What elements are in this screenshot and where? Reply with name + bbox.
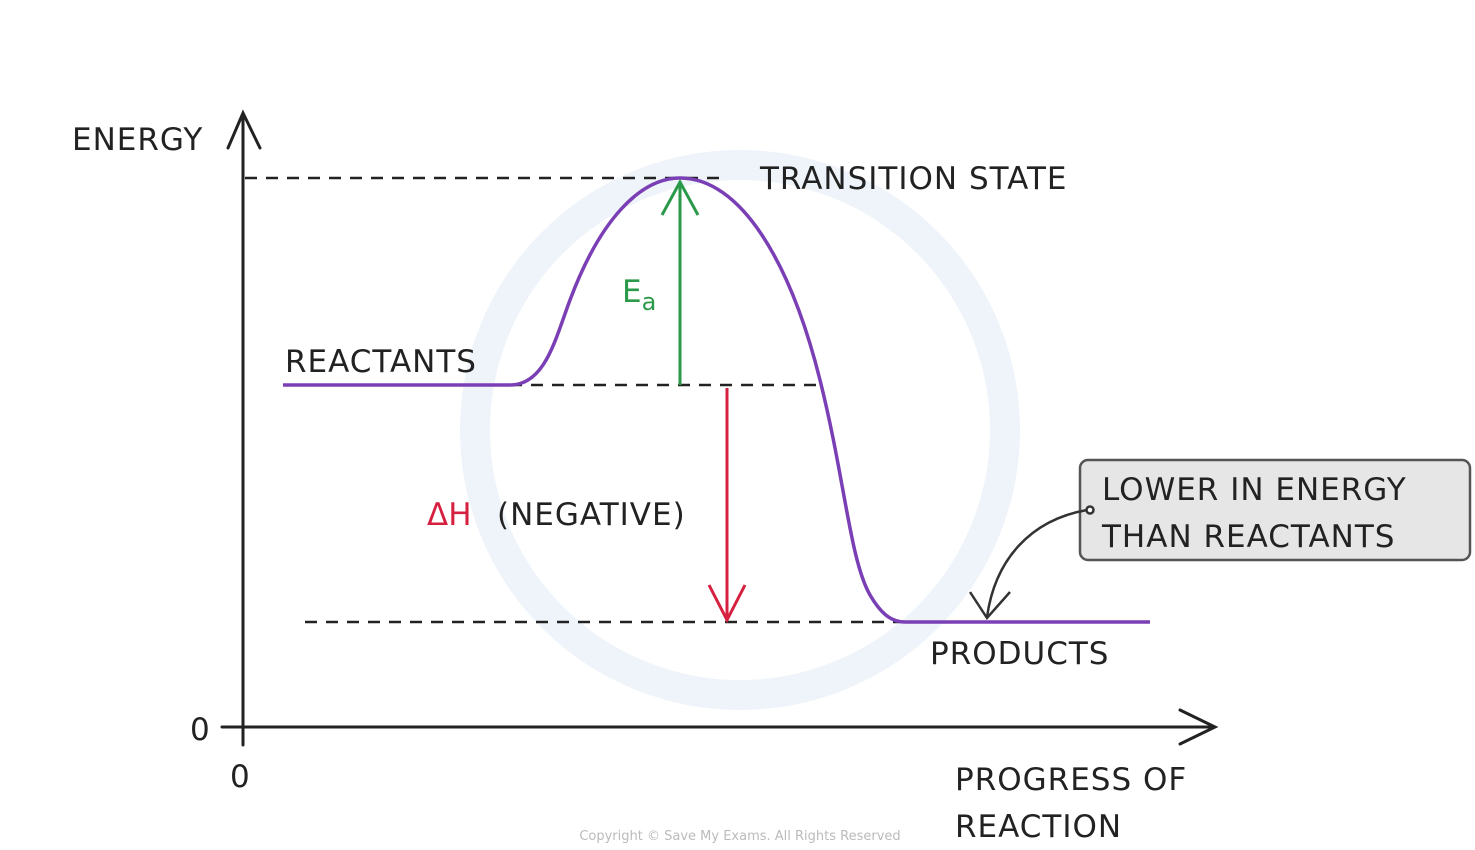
y-origin-label: 0: [190, 712, 211, 748]
watermark: [460, 150, 1020, 710]
activation-energy-arrow: [660, 178, 700, 385]
x-origin-label: 0: [230, 759, 251, 795]
callout-box: [1078, 458, 1472, 562]
y-axis-label: ENERGY: [72, 122, 203, 158]
enthalpy-note: (NEGATIVE): [497, 497, 686, 533]
copyright: Copyright © Save My Exams. All Rights Re…: [579, 829, 900, 844]
y-axis-arrowhead: [226, 109, 262, 150]
enthalpy-symbol: ΔH: [427, 497, 472, 533]
reaction-curve: [283, 176, 1150, 624]
products-label: PRODUCTS: [930, 636, 1109, 672]
callout-text: THAN REACTANTS: [1101, 519, 1395, 555]
enthalpy-arrow: [707, 388, 747, 624]
ea-subscript: a: [642, 288, 657, 316]
x-axis-arrowhead: [1178, 708, 1219, 746]
x-axis-label: REACTION: [955, 809, 1122, 845]
ea-symbol: E: [622, 274, 642, 310]
callout-pointer: [968, 505, 1095, 621]
reactants-label: REACTANTS: [285, 344, 477, 380]
callout-text: LOWER IN ENERGY: [1102, 472, 1407, 508]
x-axis-label: PROGRESS OF: [955, 762, 1187, 798]
activation-energy-label: Ea: [622, 274, 656, 316]
axes: [220, 109, 1219, 747]
transition-state-label: TRANSITION STATE: [759, 161, 1068, 197]
